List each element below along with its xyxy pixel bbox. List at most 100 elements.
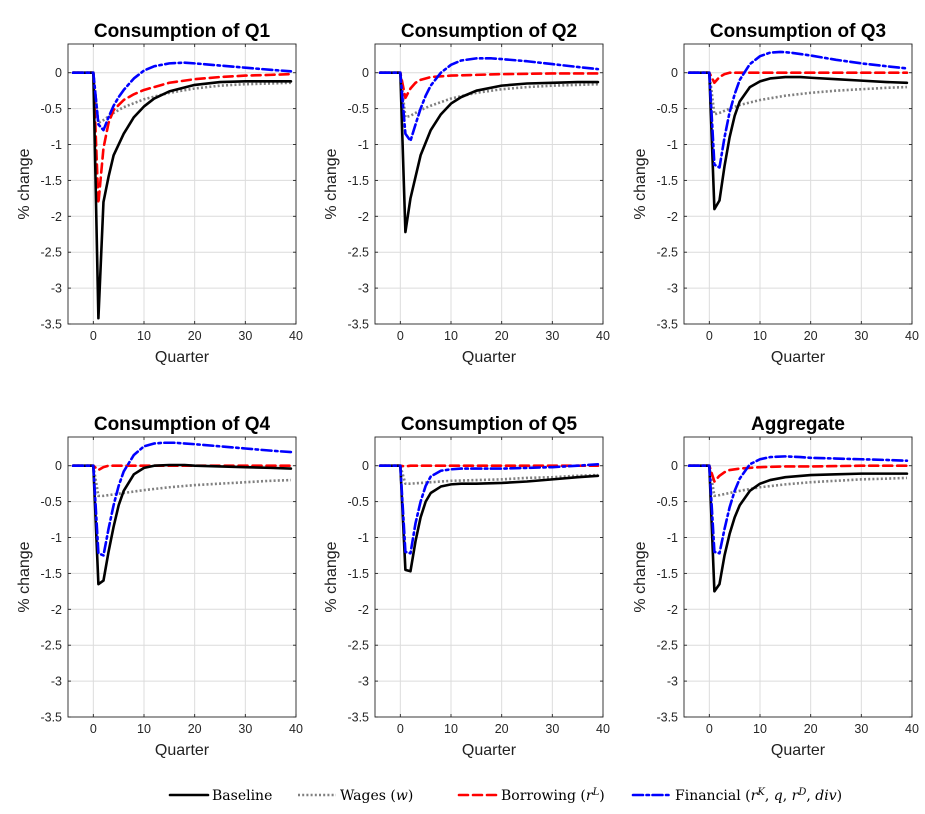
- x-tick-label: 0: [706, 329, 713, 343]
- y-tick-label: -3: [667, 282, 678, 296]
- y-tick-label: -3: [358, 282, 369, 296]
- x-axis-label: Quarter: [462, 742, 517, 759]
- x-axis-label: Quarter: [462, 349, 517, 366]
- y-tick-label: -1.5: [347, 567, 369, 581]
- y-tick-label: -1.5: [40, 174, 62, 188]
- plot-area: [68, 437, 296, 717]
- axes-box: [67, 436, 297, 718]
- series-line-dotted: [380, 464, 598, 485]
- x-tick-label: 0: [706, 722, 713, 736]
- series-line-dashdot: [378, 57, 600, 143]
- legend-label: Baseline: [212, 788, 272, 804]
- x-tick-label: 30: [854, 722, 868, 736]
- series-line-dashdot: [71, 61, 293, 132]
- x-axis-label: Quarter: [771, 349, 826, 366]
- y-tick-label: -2.5: [40, 639, 62, 653]
- y-axis-label: % change: [632, 148, 649, 219]
- x-tick-label: 10: [444, 329, 458, 343]
- y-tick-label: -1.5: [656, 567, 678, 581]
- axes-box: [683, 43, 913, 325]
- series-line-solid: [71, 71, 293, 320]
- axes-box: [683, 436, 913, 718]
- x-tick-label: 30: [238, 722, 252, 736]
- plot-area: [68, 44, 296, 324]
- panel-3: 0 10 20 30 40 0 -0.5 -1 -1.5 -2 -2.5 -3 -3.5 Consumpt…: [632, 21, 919, 366]
- x-axis-label: Quarter: [155, 742, 210, 759]
- x-tick-label: 20: [495, 329, 509, 343]
- y-tick-label: -1.5: [347, 174, 369, 188]
- x-tick-label: 10: [444, 722, 458, 736]
- panel-title: Consumption of Q3: [710, 21, 886, 42]
- x-tick-label: 40: [905, 722, 919, 736]
- x-tick-label: 40: [289, 722, 303, 736]
- series-line-dashed: [378, 464, 600, 468]
- series-line-dashdot: [71, 441, 293, 557]
- plot-area: [684, 44, 912, 324]
- y-tick-label: -1.5: [40, 567, 62, 581]
- y-tick-label: -0.5: [40, 495, 62, 509]
- x-tick-label: 0: [397, 722, 404, 736]
- series-group: [71, 441, 293, 586]
- y-tick-label: -0.5: [40, 102, 62, 116]
- series-line-dotted: [689, 464, 907, 498]
- y-tick-label: 0: [55, 459, 62, 473]
- y-tick-label: 0: [671, 459, 678, 473]
- y-tick-label: 0: [671, 66, 678, 80]
- y-tick-label: -1: [358, 138, 369, 152]
- x-tick-label: 20: [188, 722, 202, 736]
- y-tick-label: -0.5: [347, 102, 369, 116]
- y-axis-label: % change: [323, 148, 340, 219]
- y-tick-label: -3.5: [40, 318, 62, 332]
- x-tick-label: 10: [753, 329, 767, 343]
- y-axis-label: % change: [16, 148, 33, 219]
- y-tick-label: -2.5: [347, 246, 369, 260]
- x-tick-label: 40: [596, 329, 610, 343]
- series-line-dashdot: [687, 455, 909, 555]
- x-tick-label: 20: [804, 722, 818, 736]
- panel-title: Consumption of Q4: [94, 414, 271, 435]
- panel-title: Consumption of Q5: [401, 414, 578, 435]
- series-line-dotted: [689, 71, 907, 116]
- series-group: [71, 61, 293, 320]
- y-tick-label: -3.5: [656, 711, 678, 725]
- y-tick-label: -2: [667, 210, 678, 224]
- panel-1: 0 10 20 30 40 0 -0.5 -1 -1.5 -2 -2.5 -3 -3.5 Consumpt…: [16, 21, 303, 366]
- y-tick-label: -3: [358, 675, 369, 689]
- x-axis-label: Quarter: [771, 742, 826, 759]
- series-line-solid: [687, 464, 909, 593]
- x-tick-label: 30: [238, 329, 252, 343]
- y-tick-label: -2: [667, 603, 678, 617]
- y-axis-label: % change: [632, 541, 649, 612]
- x-tick-label: 40: [289, 329, 303, 343]
- y-tick-label: -2.5: [347, 639, 369, 653]
- panel-title: Consumption of Q2: [401, 21, 577, 42]
- y-tick-label: 0: [362, 459, 369, 473]
- x-tick-label: 40: [905, 329, 919, 343]
- panel-4: 0 10 20 30 40 0 -0.5 -1 -1.5 -2 -2.5 -3 -3.5 Consumpt…: [16, 414, 303, 759]
- axes-box: [67, 43, 297, 325]
- legend-label: Borrowing (rL): [501, 787, 605, 805]
- y-tick-label: -3.5: [656, 318, 678, 332]
- y-tick-label: -1: [667, 138, 678, 152]
- x-tick-label: 30: [545, 329, 559, 343]
- y-tick-label: -1: [667, 531, 678, 545]
- y-tick-label: -2: [51, 603, 62, 617]
- x-tick-label: 20: [804, 329, 818, 343]
- series-line-dashed: [71, 71, 293, 205]
- series-line-dashed: [687, 71, 909, 85]
- series-line-dotted: [380, 71, 598, 119]
- axes-box: [374, 436, 604, 718]
- series-group: [378, 57, 600, 234]
- axes-box: [374, 43, 604, 325]
- y-tick-label: -3: [667, 675, 678, 689]
- panel-title: Consumption of Q1: [94, 21, 271, 42]
- panel-title: Aggregate: [751, 414, 845, 435]
- y-axis-label: % change: [323, 541, 340, 612]
- y-tick-label: -1: [358, 531, 369, 545]
- series-group: [378, 462, 600, 573]
- y-tick-label: 0: [55, 66, 62, 80]
- y-tick-label: -3.5: [40, 711, 62, 725]
- y-tick-label: -1: [51, 531, 62, 545]
- x-tick-label: 30: [854, 329, 868, 343]
